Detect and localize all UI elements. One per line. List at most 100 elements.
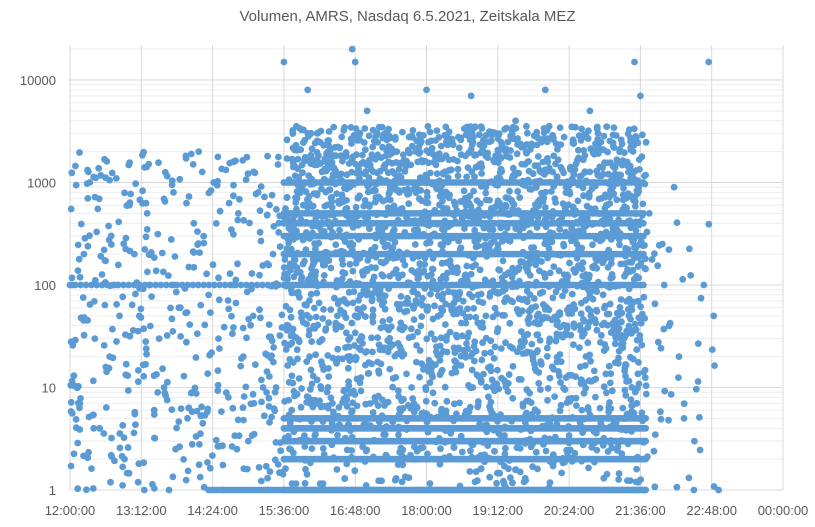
cloud-point [501, 462, 508, 470]
data-point [150, 406, 158, 414]
cloud-point [113, 338, 120, 345]
cloud-point [565, 372, 572, 379]
cloud-point [584, 135, 592, 143]
cloud-point [556, 407, 564, 415]
cloud-point [362, 400, 370, 408]
cloud-point [463, 173, 470, 181]
cloud-point [380, 238, 387, 246]
cloud-point [88, 281, 95, 289]
cloud-point [628, 384, 636, 391]
data-point [334, 312, 341, 320]
cloud-point [463, 262, 471, 270]
cloud-point [629, 148, 637, 155]
cloud-point [540, 129, 548, 137]
cloud-point [75, 255, 83, 263]
data-point [210, 179, 218, 186]
cloud-point [317, 159, 324, 167]
cloud-point [244, 170, 252, 178]
cloud-point [491, 387, 498, 395]
cloud-point [90, 173, 97, 181]
cloud-point [243, 465, 251, 473]
cloud-point [617, 260, 625, 268]
cloud-point [616, 304, 624, 311]
cloud-point [559, 333, 567, 341]
cloud-point [560, 133, 568, 141]
cloud-point [262, 462, 270, 470]
cloud-point [593, 446, 601, 454]
cloud-point [502, 295, 510, 302]
cloud-point [556, 124, 564, 131]
cloud-point [119, 293, 127, 301]
cloud-point [471, 123, 479, 131]
cloud-point [628, 408, 636, 415]
cloud-point [570, 138, 577, 146]
cloud-point [344, 364, 352, 372]
cloud-point [642, 415, 650, 422]
data-point [135, 312, 143, 320]
cloud-point [264, 152, 271, 160]
cloud-point [526, 389, 533, 397]
cloud-point [551, 313, 559, 321]
cloud-point [307, 385, 314, 393]
cloud-point [539, 288, 547, 296]
cloud-point [500, 477, 507, 485]
cloud-point [308, 380, 316, 388]
cloud-point [343, 446, 351, 454]
cloud-point [489, 226, 497, 234]
cloud-point [216, 207, 224, 215]
cloud-point [414, 187, 422, 195]
cloud-point [640, 210, 647, 217]
cloud-point [405, 200, 413, 208]
cloud-point [116, 444, 124, 452]
cloud-point [109, 325, 116, 333]
cloud-point [287, 266, 294, 274]
cloud-point [467, 447, 474, 455]
cloud-point [584, 324, 592, 331]
cloud-point [122, 245, 130, 253]
cloud-point [126, 332, 134, 340]
cloud-point [450, 156, 457, 163]
cloud-point [139, 187, 147, 195]
cloud-point [579, 184, 587, 192]
cloud-point [360, 139, 368, 146]
cloud-point [651, 483, 659, 491]
cloud-point [243, 153, 251, 161]
cloud-point [486, 473, 494, 481]
cloud-point [266, 418, 273, 426]
cloud-point [622, 372, 629, 380]
cloud-point [146, 322, 154, 330]
cloud-point [519, 350, 527, 357]
cloud-point [625, 312, 633, 320]
cloud-point [309, 261, 317, 269]
cloud-point [198, 412, 206, 419]
data-point [378, 232, 386, 240]
cloud-point [68, 409, 76, 417]
cloud-point [384, 135, 391, 143]
cloud-point [325, 257, 333, 264]
cloud-point [471, 173, 478, 181]
cloud-point [436, 155, 443, 163]
cloud-point [545, 245, 553, 252]
cloud-point [287, 313, 295, 321]
cloud-point [359, 443, 367, 451]
cloud-point [348, 319, 356, 327]
cloud-point [427, 290, 434, 298]
cloud-point [525, 307, 533, 315]
cloud-point [142, 345, 150, 353]
cloud-point [471, 226, 479, 234]
cloud-point [395, 387, 402, 395]
cloud-point [454, 172, 462, 180]
cloud-point [427, 330, 435, 338]
cloud-point [264, 474, 271, 482]
cloud-point [280, 264, 288, 271]
cloud-point [192, 433, 200, 440]
cloud-point [391, 133, 399, 141]
cloud-point [630, 298, 637, 306]
cloud-point [570, 266, 578, 273]
cloud-point [240, 393, 248, 400]
cloud-point [592, 375, 600, 383]
cloud-point [260, 412, 268, 420]
cloud-point [419, 132, 427, 139]
cloud-point [443, 133, 451, 141]
data-point [467, 92, 475, 100]
